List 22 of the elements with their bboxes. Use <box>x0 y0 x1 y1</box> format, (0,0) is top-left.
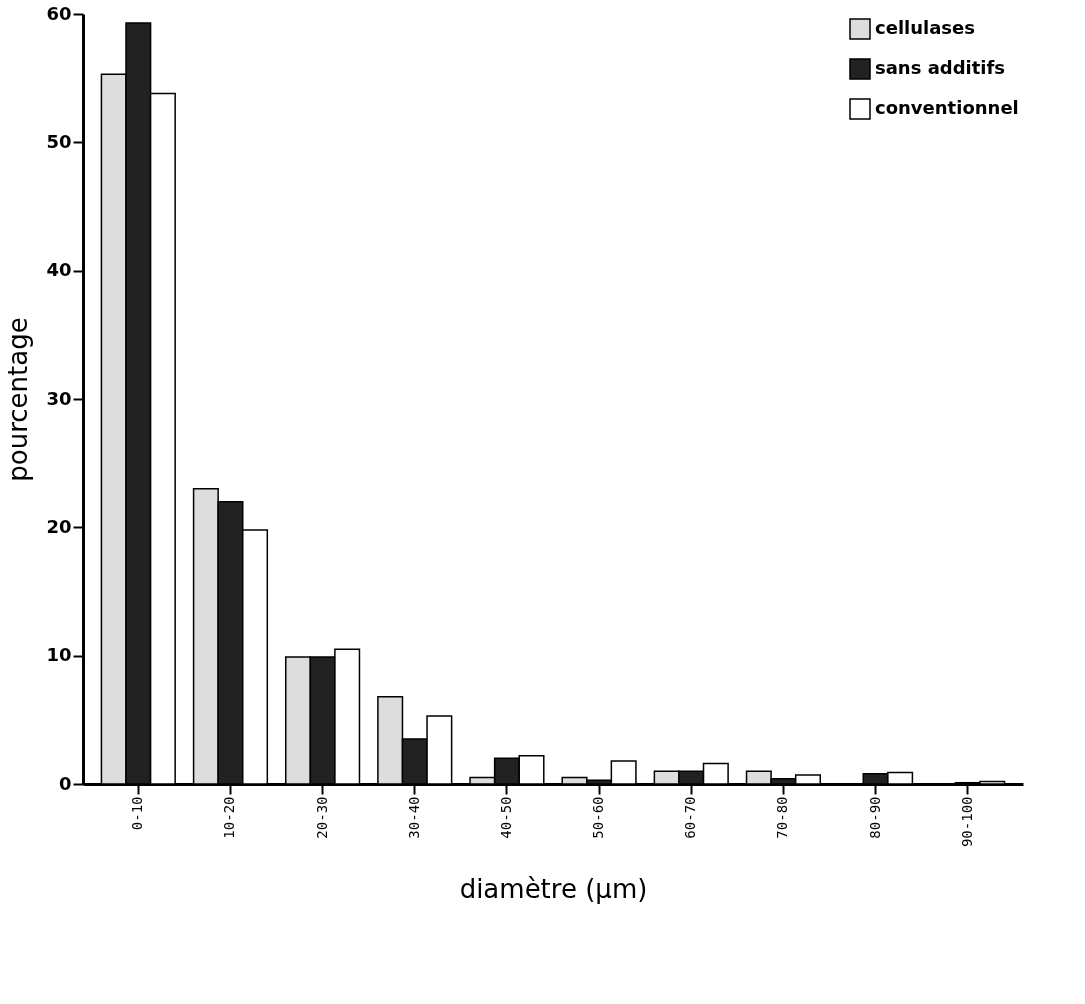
y-tick-label: 0 <box>58 772 72 794</box>
x-tick-label: 40-50 <box>497 796 514 839</box>
y-tick-label: 60 <box>46 2 72 24</box>
x-tick-label: 0-10 <box>129 796 146 831</box>
x-tick-label: 80-90 <box>866 796 883 839</box>
x-tick-label: 10-20 <box>221 796 238 839</box>
legend-label: conventionnel <box>875 97 1019 118</box>
x-tick-label: 20-30 <box>313 796 330 839</box>
legend-label: cellulases <box>875 17 975 38</box>
legend-label: sans additifs <box>875 57 1006 78</box>
y-tick-label: 40 <box>46 259 72 281</box>
x-tick-label: 30-40 <box>405 796 422 839</box>
y-axis-title: pourcentage <box>3 317 34 482</box>
x-tick-label: 50-60 <box>590 796 607 839</box>
y-tick-label: 20 <box>46 515 72 537</box>
y-tick-label: 30 <box>46 387 72 409</box>
x-tick-label: 90-100 <box>958 796 975 848</box>
y-tick-label: 10 <box>46 644 72 666</box>
y-tick-label: 50 <box>46 130 72 152</box>
x-axis-title: diamètre (µm) <box>459 874 648 905</box>
x-tick-label: 70-80 <box>774 796 791 839</box>
x-tick-label: 60-70 <box>682 796 699 839</box>
